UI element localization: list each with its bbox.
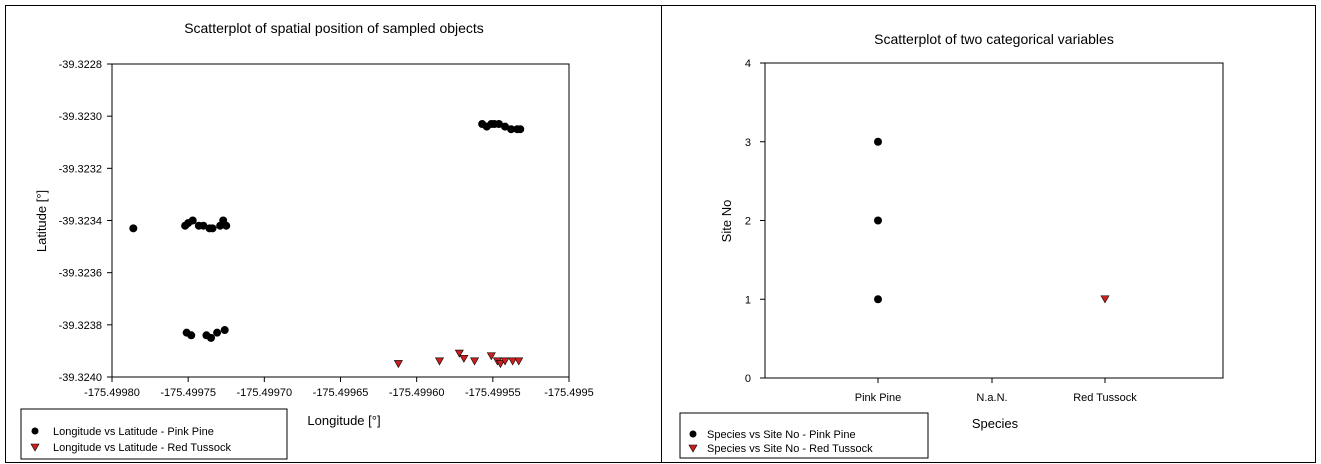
x-tick-label: -175.49980 [84, 387, 140, 399]
y-tick-label: -39.3232 [59, 163, 102, 175]
legend-marker-red-tussock [688, 444, 698, 453]
pink-pine-point [516, 125, 525, 134]
y-tick-label: -39.3230 [59, 111, 102, 123]
red-tussock-point [435, 357, 445, 366]
pink-pine-point [874, 295, 882, 304]
y-axis-label: Latitude [°] [34, 190, 49, 252]
y-tick-label: 0 [745, 373, 751, 385]
x-axis-ticks: Pink Pine N.a.N. Red Tussock [855, 378, 1137, 404]
x-axis-label: Species [972, 416, 1019, 431]
y-tick-label: -39.3234 [59, 216, 102, 228]
chart-title: Scatterplot of two categorical variables [874, 31, 1114, 47]
right-chart-panel: Scatterplot of two categorical variables… [661, 5, 1316, 463]
legend: Longitude vs Latitude - Pink Pine Longit… [20, 408, 288, 460]
red-tussock-point [486, 352, 496, 361]
red-tussock-point [500, 357, 510, 366]
legend-label-pink-pine: Longitude vs Latitude - Pink Pine [53, 426, 214, 438]
legend: Species vs Site No - Pink Pine Species v… [679, 412, 929, 459]
x-tick-label: -175.49955 [465, 387, 521, 399]
pink-pine-point [199, 221, 208, 230]
pink-pine-point [507, 125, 516, 134]
pink-pine-point [187, 331, 196, 340]
left-chart-panel: Scatterplot of spatial position of sampl… [5, 5, 662, 463]
y-tick-label: -39.3240 [59, 372, 102, 384]
legend-marker-red-tussock [30, 443, 40, 452]
x-tick-label: N.a.N. [976, 392, 1007, 404]
pink-pine-point [874, 216, 882, 225]
red-tussock-point [393, 360, 403, 369]
y-tick-label: 4 [745, 58, 751, 70]
x-tick-label: -175.49960 [389, 387, 445, 399]
categorical-scatter-chart: Scatterplot of two categorical variables… [679, 31, 1224, 459]
x-axis-label: Longitude [°] [307, 413, 380, 428]
x-tick-label: Pink Pine [855, 392, 901, 404]
pink-pine-point [874, 137, 882, 146]
spatial-scatter-chart: Scatterplot of spatial position of sampl… [20, 20, 594, 460]
legend-label-pink-pine: Species vs Site No - Pink Pine [707, 429, 856, 441]
x-tick-label: Red Tussock [1073, 392, 1137, 404]
pink-pine-point [213, 328, 222, 337]
pink-pine-point [222, 221, 231, 230]
legend-box [679, 412, 929, 459]
data-points [874, 137, 1110, 304]
legend-label-red-tussock: Longitude vs Latitude - Red Tussock [53, 442, 231, 454]
legend-marker-pink-pine [31, 427, 39, 435]
x-tick-label: -175.4995 [544, 387, 594, 399]
pink-pine-point [220, 326, 229, 335]
x-axis-ticks: -175.49980 -175.49975 -175.49970 -175.49965… [84, 377, 594, 399]
y-axis-label: Site No [719, 200, 734, 243]
y-tick-label: 1 [745, 294, 751, 306]
pink-pine-point [208, 224, 217, 233]
red-tussock-point [514, 357, 524, 366]
chart-title: Scatterplot of spatial position of sampl… [184, 20, 484, 36]
x-tick-label: -175.49965 [313, 387, 369, 399]
red-tussock-point [470, 357, 480, 366]
legend-marker-pink-pine [689, 430, 697, 438]
pink-pine-point [494, 119, 503, 128]
y-tick-label: 3 [745, 137, 751, 149]
legend-label-red-tussock: Species vs Site No - Red Tussock [707, 443, 873, 455]
plot-frame [764, 62, 1224, 379]
red-tussock-point [1100, 295, 1110, 304]
y-tick-label: -39.3228 [59, 59, 102, 71]
y-tick-label: -39.3238 [59, 320, 102, 332]
x-tick-label: -175.49970 [236, 387, 292, 399]
pink-pine-point [207, 333, 216, 342]
red-tussock-point [495, 360, 505, 369]
y-axis-ticks: 0 1 2 3 4 [745, 58, 765, 385]
data-points [129, 119, 525, 369]
legend-box [20, 408, 288, 460]
pink-pine-point [501, 122, 510, 131]
pink-pine-point [129, 224, 138, 233]
plot-frame [111, 63, 570, 378]
red-tussock-point [454, 349, 464, 358]
red-tussock-point [508, 357, 518, 366]
x-tick-label: -175.49975 [160, 387, 216, 399]
y-tick-label: 2 [745, 216, 751, 228]
pink-pine-point [188, 216, 197, 225]
y-tick-label: -39.3236 [59, 268, 102, 280]
y-axis-ticks: -39.3228 -39.3230 -39.3232 -39.3234 -39.3236… [59, 59, 112, 384]
red-tussock-point [459, 354, 469, 363]
